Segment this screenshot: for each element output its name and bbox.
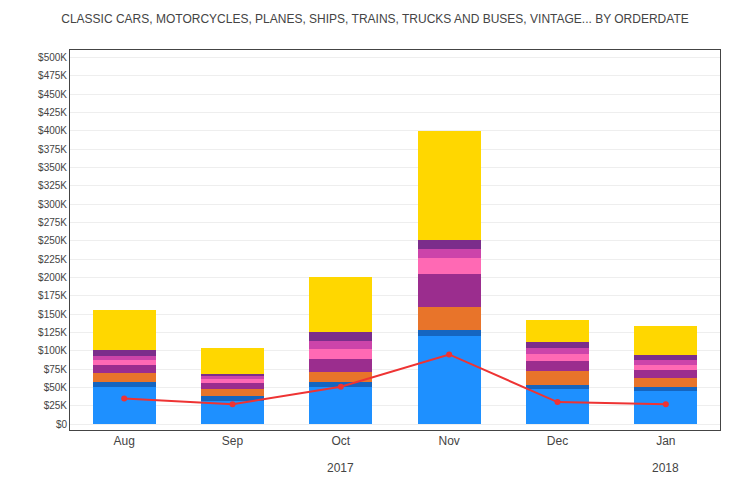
svg-text:$275K: $275K (38, 217, 67, 228)
svg-text:Oct: Oct (331, 434, 350, 448)
svg-text:$125K: $125K (38, 327, 67, 338)
svg-text:$200K: $200K (38, 272, 67, 283)
svg-text:$225K: $225K (38, 254, 67, 265)
svg-text:$450K: $450K (38, 89, 67, 100)
svg-text:Nov: Nov (438, 434, 459, 448)
svg-text:$375K: $375K (38, 144, 67, 155)
svg-text:Jan: Jan (656, 434, 675, 448)
svg-text:$350K: $350K (38, 162, 67, 173)
svg-text:$100K: $100K (38, 345, 67, 356)
svg-text:2017: 2017 (327, 461, 354, 475)
svg-text:$400K: $400K (38, 125, 67, 136)
svg-text:$25K: $25K (44, 400, 68, 411)
svg-text:$175K: $175K (38, 290, 67, 301)
svg-text:$500K: $500K (38, 52, 67, 63)
svg-text:Aug: Aug (113, 434, 134, 448)
svg-text:$0: $0 (56, 419, 68, 430)
svg-text:CLASSIC CARS, MOTORCYCLES, PLA: CLASSIC CARS, MOTORCYCLES, PLANES, SHIPS… (61, 12, 689, 26)
svg-text:$325K: $325K (38, 180, 67, 191)
svg-text:$50K: $50K (44, 382, 68, 393)
svg-text:$300K: $300K (38, 199, 67, 210)
svg-text:$250K: $250K (38, 235, 67, 246)
svg-text:Sep: Sep (222, 434, 244, 448)
svg-text:$75K: $75K (44, 364, 68, 375)
svg-text:$425K: $425K (38, 107, 67, 118)
svg-text:2018: 2018 (652, 461, 679, 475)
svg-text:Dec: Dec (547, 434, 568, 448)
svg-text:$150K: $150K (38, 309, 67, 320)
svg-text:$475K: $475K (38, 70, 67, 81)
